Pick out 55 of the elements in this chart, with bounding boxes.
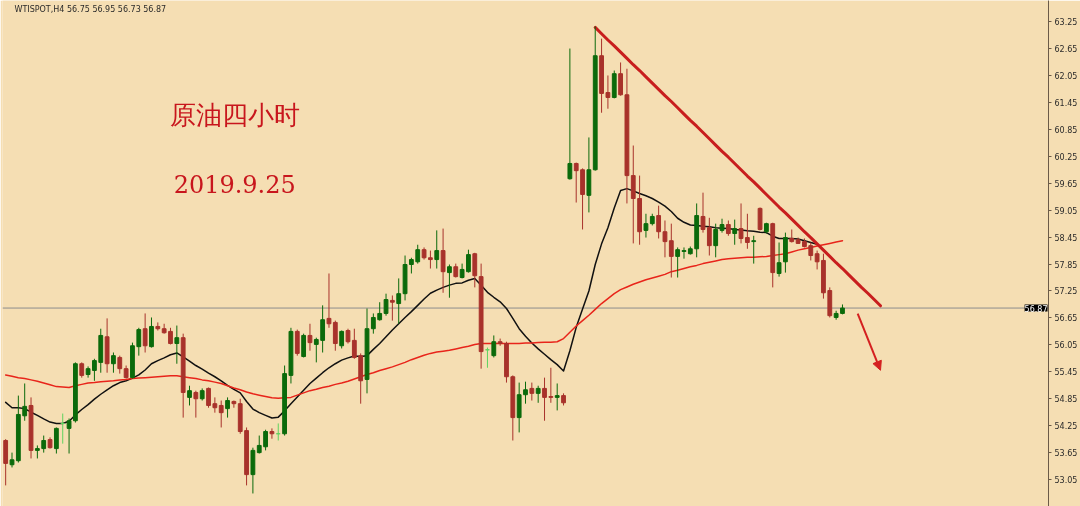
y-tick-label: 62.65 <box>1054 45 1078 55</box>
candlestick <box>111 352 116 374</box>
y-tick-label: 60.25 <box>1054 152 1078 162</box>
y-tick-label: 54.25 <box>1054 422 1078 432</box>
candlestick <box>187 385 192 406</box>
y-tick-label: 53.65 <box>1054 449 1078 459</box>
candlestick <box>294 329 300 357</box>
candlestick <box>193 390 199 419</box>
y-tick-label: 62.05 <box>1054 71 1078 81</box>
candlestick <box>53 426 59 455</box>
y-tick-label: 59.05 <box>1054 206 1078 216</box>
candlestick <box>142 312 148 353</box>
candlestick <box>3 438 9 486</box>
candlestick <box>307 323 313 352</box>
candlestick <box>389 294 395 322</box>
candlestick <box>434 229 440 270</box>
y-tick-label: 63.25 <box>1054 18 1078 28</box>
candlestick <box>225 396 230 419</box>
candlestick <box>491 334 497 358</box>
candlestick <box>66 418 72 455</box>
candlestick <box>383 293 389 317</box>
candlestick <box>472 252 478 288</box>
candlestick <box>567 48 573 181</box>
line-series <box>4 239 844 400</box>
candlestick <box>751 235 757 265</box>
y-tick-label: 60.85 <box>1054 125 1078 135</box>
text: 原油四小时 <box>169 100 300 131</box>
candlestick <box>643 213 649 239</box>
candlestick <box>440 228 446 294</box>
y-tick-label: 55.45 <box>1054 368 1078 378</box>
y-tick-label: 57.25 <box>1054 287 1078 297</box>
y-tick-label: 56.65 <box>1054 314 1078 324</box>
candlestick <box>231 400 237 409</box>
annotation: WTISPOT,H4 56.75 56.95 56.73 56.87 <box>14 4 167 14</box>
y-tick-label: 61.45 <box>1054 98 1078 108</box>
candlestick <box>618 61 623 97</box>
candlestick <box>732 219 738 246</box>
candlestick <box>656 205 662 239</box>
y-tick-label: 59.65 <box>1054 179 1078 189</box>
text: 2019.9.25 <box>173 170 296 199</box>
candlestick <box>776 242 782 278</box>
candlestick <box>149 316 154 349</box>
y-tick-label: 56.05 <box>1054 341 1078 351</box>
y-tick-label: 54.85 <box>1054 395 1078 405</box>
candlestick <box>174 325 180 365</box>
candlestick <box>269 427 275 440</box>
candlestick <box>447 264 452 299</box>
candlestick <box>611 70 617 99</box>
line-series <box>593 25 883 308</box>
candlestick <box>554 382 560 411</box>
ref-line-label: 56.87 <box>1024 304 1048 314</box>
y-tick-label: 57.85 <box>1054 260 1078 270</box>
candlestick <box>218 400 224 428</box>
y-tick-label: 58.45 <box>1054 233 1078 243</box>
y-tick-label: 53.05 <box>1054 476 1078 486</box>
